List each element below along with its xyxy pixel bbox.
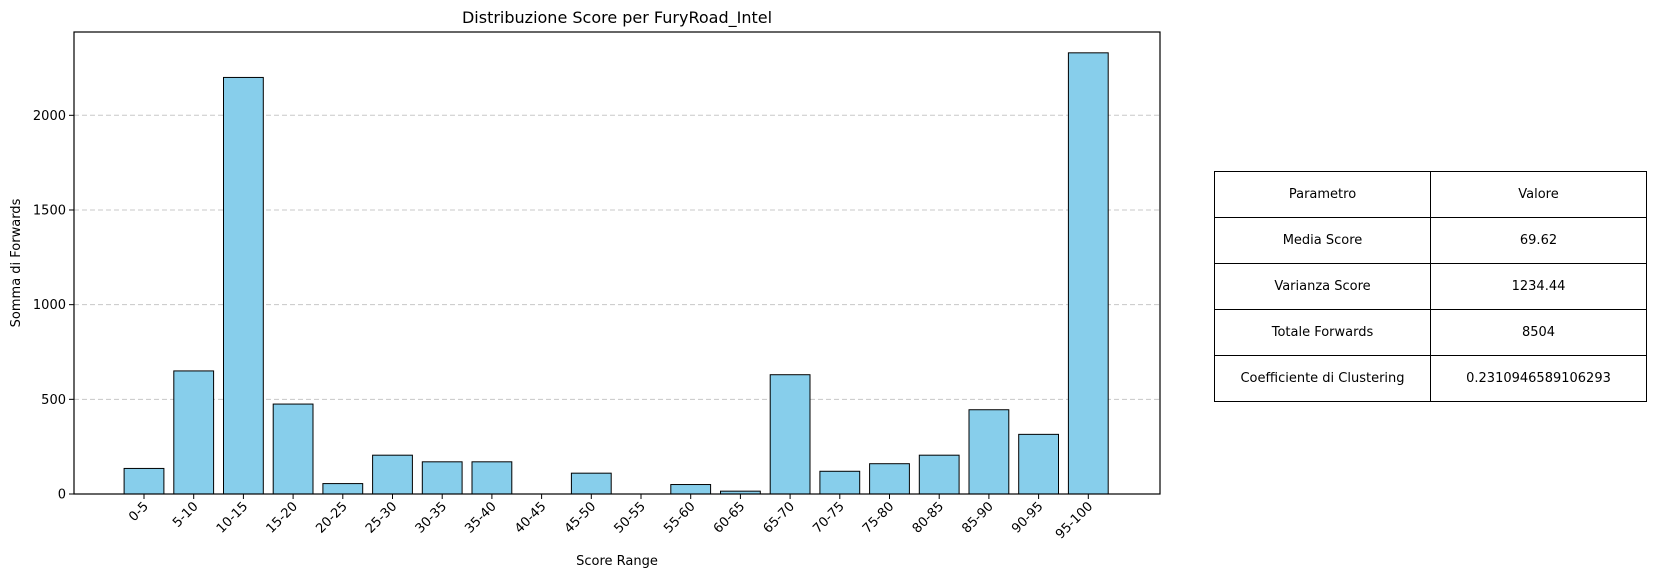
bar	[918, 454, 960, 495]
table-cell-value: 0.2310946589106293	[1430, 355, 1647, 402]
x-tick-label: 65-70	[761, 499, 798, 536]
x-tick-label: 35-40	[462, 499, 499, 536]
table-cell-value: 8504	[1430, 309, 1647, 356]
bar	[322, 483, 364, 495]
x-tick-label: 15-20	[264, 499, 301, 536]
y-tick-label: 0	[58, 488, 66, 503]
x-tick-label: 5-10	[170, 499, 201, 530]
y-tick-label: 1000	[33, 298, 66, 313]
x-tick-label: 50-55	[612, 499, 649, 536]
bar	[1018, 433, 1060, 495]
bar-chart: Distribuzione Score per FuryRoad_Intel 0…	[9, 8, 1161, 569]
table-cell-parameter: Varianza Score	[1214, 263, 1431, 310]
x-tick-label: 10-15	[214, 499, 251, 536]
x-tick-label: 70-75	[810, 499, 847, 536]
y-axis-label: Somma di Forwards	[9, 198, 24, 327]
table-cell-value: 69.62	[1430, 217, 1647, 264]
plot-frame	[73, 31, 1161, 495]
x-tick-label: 95-100	[1053, 499, 1096, 542]
x-tick-label: 40-45	[512, 499, 549, 536]
parameters-table: Parametro Valore Media Score 69.62 Varia…	[1214, 171, 1647, 402]
x-axis-ticks: 0-5 5-10 10-15 15-20 20-25 25-30 30-35 35-40 40-…	[126, 494, 1096, 542]
table-header-cell: Valore	[1430, 171, 1647, 218]
y-tick-label: 500	[41, 393, 66, 408]
x-tick-label: 0-5	[126, 499, 152, 525]
y-axis-ticks: 0 500 1000 1500 2000	[33, 109, 74, 503]
table-cell-parameter: Media Score	[1214, 217, 1431, 264]
table-row: Totale Forwards 8504	[1214, 309, 1647, 356]
bar	[968, 409, 1010, 495]
bar	[819, 470, 861, 495]
table-cell-parameter: Coefficiente di Clustering	[1214, 355, 1431, 402]
bar	[372, 454, 413, 495]
bar	[869, 463, 910, 495]
table-header-cell: Parametro	[1214, 171, 1431, 218]
bar	[272, 403, 314, 495]
x-tick-label: 30-35	[413, 499, 450, 536]
bar	[1067, 52, 1109, 495]
table-row: Coefficiente di Clustering 0.23109465891…	[1214, 355, 1647, 402]
table-row: Media Score 69.62	[1214, 217, 1647, 264]
x-tick-label: 45-50	[562, 499, 599, 536]
bar	[769, 374, 811, 495]
bar	[670, 484, 712, 495]
x-tick-label: 60-65	[711, 499, 748, 536]
table-header-row: Parametro Valore	[1214, 171, 1647, 218]
bar	[471, 461, 513, 495]
bar	[223, 76, 264, 495]
x-axis-label: Score Range	[576, 554, 658, 569]
bars	[123, 52, 1109, 495]
x-tick-label: 55-60	[661, 499, 698, 536]
y-tick-label: 1500	[33, 203, 66, 218]
x-tick-label: 20-25	[313, 499, 350, 536]
chart-title: Distribuzione Score per FuryRoad_Intel	[462, 8, 772, 28]
bar	[173, 370, 215, 495]
bar	[421, 461, 463, 495]
bar	[123, 467, 165, 495]
bar	[570, 472, 612, 495]
x-tick-label: 85-90	[959, 499, 996, 536]
x-tick-label: 90-95	[1009, 499, 1046, 536]
table-cell-value: 1234.44	[1430, 263, 1647, 310]
table-cell-parameter: Totale Forwards	[1214, 309, 1431, 356]
x-tick-label: 25-30	[363, 499, 400, 536]
table-row: Varianza Score 1234.44	[1214, 263, 1647, 310]
y-tick-label: 2000	[33, 109, 66, 124]
x-tick-label: 80-85	[910, 499, 947, 536]
x-tick-label: 75-80	[860, 499, 897, 536]
